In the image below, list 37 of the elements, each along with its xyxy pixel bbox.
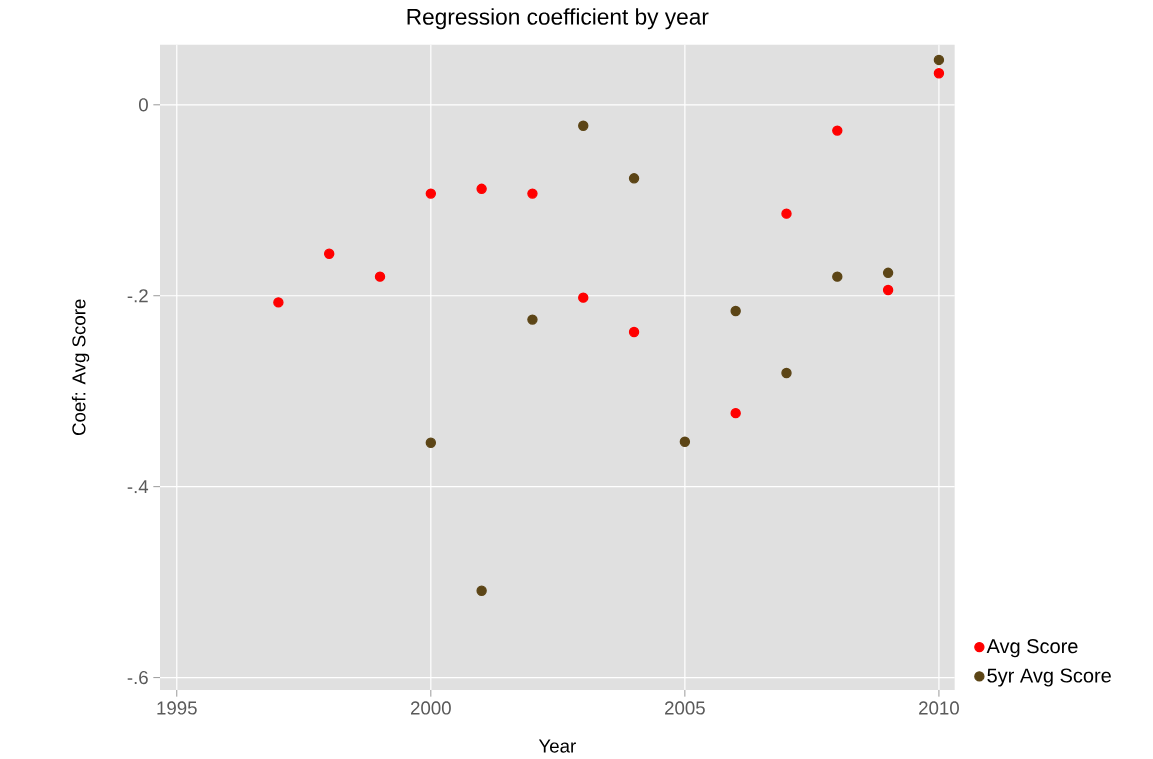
- legend-label: Avg Score: [986, 639, 1078, 658]
- point: [476, 183, 487, 195]
- point: [628, 173, 640, 184]
- point: [476, 585, 487, 596]
- x-axis-title: Year: [538, 739, 576, 753]
- point: [781, 208, 792, 219]
- point: [679, 436, 691, 447]
- y-tick-label: -.6: [127, 670, 148, 685]
- point: [324, 248, 335, 259]
- point: [832, 125, 843, 136]
- x-tick-label: 2005: [665, 701, 705, 715]
- point: [730, 305, 741, 317]
- point: [832, 271, 843, 282]
- point: [933, 54, 945, 66]
- point: [374, 271, 386, 282]
- point: [273, 297, 284, 308]
- y-tick-label: -.2: [127, 289, 148, 303]
- y-tick-label: -.4: [127, 480, 149, 494]
- point: [425, 437, 437, 448]
- legend-label: 5yr Avg Score: [987, 668, 1111, 687]
- chart-title: Regression coefficient by year: [407, 8, 709, 30]
- x-tick-label: 1995: [157, 701, 197, 715]
- point: [527, 314, 538, 325]
- point: [730, 407, 741, 419]
- point: [882, 284, 894, 296]
- point: [628, 326, 640, 338]
- point: [425, 188, 437, 199]
- y-tick-label: 0: [138, 98, 148, 112]
- point: [882, 267, 894, 279]
- y-axis-title: Coef: Avg Score: [71, 299, 90, 436]
- point: [781, 367, 792, 379]
- point: [578, 120, 589, 131]
- point: [933, 68, 945, 79]
- x-tick-label: 2000: [411, 701, 451, 715]
- point: [578, 292, 589, 303]
- x-tick-label: 2010: [919, 701, 959, 715]
- point: [527, 188, 538, 199]
